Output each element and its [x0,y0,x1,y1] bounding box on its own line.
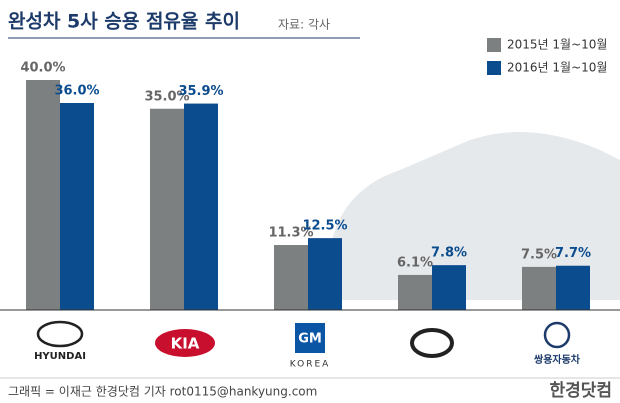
category-label: KIA [171,335,200,353]
bar [274,245,308,310]
bar [398,274,432,310]
value-label: 40.0% [20,61,65,76]
value-label: 7.5% [521,247,557,262]
value-label: 12.5% [302,219,347,234]
value-label: 36.0% [54,84,99,99]
value-label: 35.0% [144,89,189,104]
bar [308,238,342,310]
gm-logo [295,323,325,353]
legend-swatch [487,38,501,52]
ssangyong-logo [543,321,571,349]
chart-title: 완성차 5사 승용 점유율 추이 [8,11,240,33]
legend-label: 2015년 1월~10월 [507,38,607,52]
bar [432,265,466,310]
source: 자료: 각사 [278,18,330,32]
brand: 한경닷컴 [549,380,612,401]
legend-label: 2016년 1월~10월 [507,61,607,75]
bar [556,265,590,310]
renault-samsung-logo [410,328,454,358]
credit: 그래픽 = 이재근 한경닷컴 기자 rot0115@hankyung.com [8,385,317,399]
value-label: 7.7% [555,246,591,261]
bar [26,80,60,310]
kia-logo [155,329,215,357]
category-label: HYUNDAI [34,351,86,362]
bar [60,103,94,310]
bar [150,108,184,310]
bar [522,266,556,310]
value-label: 7.8% [431,246,467,261]
category-label: 쌍용자동차 [534,353,581,366]
value-label: 35.9% [178,84,223,99]
category-label: GM [298,332,322,347]
value-label: 6.1% [397,255,433,270]
logos: HYUNDAI KIA GM KOREA 쌍용자동차 [34,320,581,370]
category-sublabel: KOREA [290,360,331,370]
car-image [330,132,620,300]
hyundai-logo [36,320,84,348]
bar [184,103,218,310]
legend-swatch [487,61,501,75]
value-label: 11.3% [268,226,313,241]
